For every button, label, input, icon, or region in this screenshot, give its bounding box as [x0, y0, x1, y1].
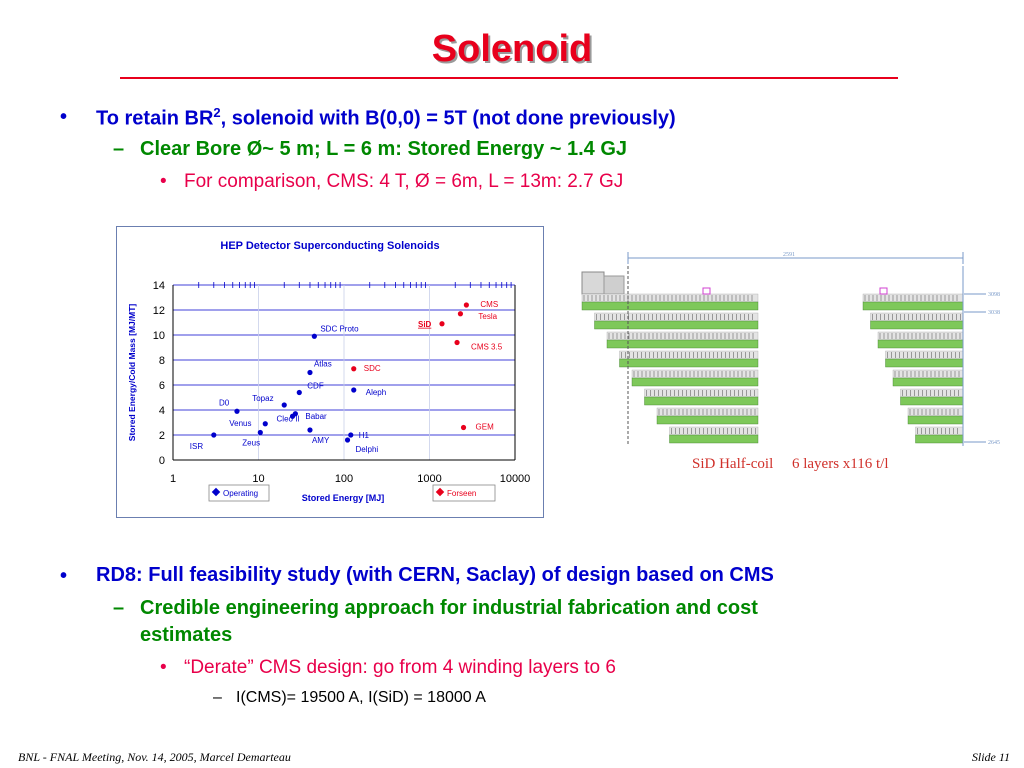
- point-label: Venus: [229, 419, 251, 428]
- bullet-1-sub: Clear Bore Ø~ 5 m; L = 6 m: Stored Energ…: [140, 138, 628, 160]
- solenoid-chart: HEP Detector Superconducting Solenoids 0 2…: [116, 226, 544, 518]
- bullet-marker: •: [160, 171, 167, 192]
- dim-2645: 2645: [988, 440, 1000, 446]
- data-point-cleo-ii: [289, 413, 296, 419]
- bullet-marker: •: [60, 106, 68, 128]
- point-label: Aleph: [366, 388, 386, 397]
- point-label: CDF: [307, 382, 324, 391]
- point-label: Atlas: [314, 360, 332, 369]
- data-point-cms-3.5: [454, 339, 460, 346]
- legend-box: [208, 484, 270, 502]
- data-point-venus: [262, 421, 268, 427]
- y-tick-label: 12: [153, 305, 165, 317]
- data-point-h1: [348, 432, 354, 438]
- point-label: Babar: [305, 412, 327, 421]
- chart-svg: HEP Detector Superconducting Solenoids 0 2…: [127, 240, 531, 503]
- legend-label: Forseen: [447, 489, 476, 498]
- chart-title: HEP Detector Superconducting Solenoids: [220, 240, 439, 252]
- dash-marker: –: [113, 138, 125, 160]
- y-tick-label: 10: [153, 330, 165, 342]
- data-point-tesla: [457, 311, 464, 317]
- x-tick-label: 100: [335, 473, 353, 485]
- point-label: CMS: [480, 300, 498, 309]
- bullet-marker: •: [60, 565, 68, 587]
- footer-left: BNL - FNAL Meeting, Nov. 14, 2005, Marce…: [18, 750, 291, 764]
- point-label: ISR: [190, 442, 204, 451]
- legend-label: Operating: [223, 489, 258, 498]
- point-label: Delphi: [356, 445, 379, 454]
- data-point-d0: [234, 408, 240, 414]
- x-tick-label: 10000: [500, 473, 531, 485]
- data-point-sdc-proto: [311, 333, 317, 339]
- x-tick-label: 1: [170, 473, 176, 485]
- data-point-sdc: [351, 366, 357, 372]
- dash-marker: –: [213, 689, 222, 706]
- data-point-atlas: [307, 369, 313, 376]
- dim-3098: 3098: [988, 292, 1000, 298]
- point-label: Zeus: [242, 439, 260, 448]
- y-tick-label: 8: [159, 355, 165, 367]
- bullet-marker: •: [160, 657, 167, 678]
- data-point-sid: [439, 321, 445, 327]
- data-point-aleph: [351, 387, 357, 393]
- y-tick-label: 0: [159, 455, 165, 467]
- left-coil-block: [581, 293, 759, 444]
- bullet-2-subsub: “Derate” CMS design: go from 4 winding l…: [184, 657, 616, 678]
- data-point-gem: [460, 424, 467, 431]
- bullet-2: RD8: Full feasibility study (with CERN, …: [96, 564, 774, 586]
- dash-marker: –: [113, 597, 125, 619]
- x-tick-label: 10: [252, 473, 264, 485]
- bullet-1-subsub: For comparison, CMS: 4 T, Ø = 6m, L = 13…: [184, 171, 624, 192]
- point-label: D0: [219, 398, 230, 407]
- point-label: Topaz: [252, 394, 273, 403]
- data-point-topaz: [281, 402, 287, 408]
- point-label: GEM: [476, 423, 495, 432]
- y-axis-label: Stored Energy/Cold Mass [MJ/MT]: [127, 304, 137, 442]
- right-coil-block: [862, 293, 964, 444]
- y-tick-label: 4: [159, 405, 165, 417]
- legend-marker: [435, 487, 445, 497]
- slide-title: Solenoid: [431, 28, 593, 70]
- point-label: Tesla: [478, 312, 497, 321]
- bullet-2-sub-line1: Credible engineering approach for indust…: [140, 597, 758, 619]
- top-dimension: 2591: [783, 252, 795, 258]
- sid-half-coil-drawing: 2591 3098 3038 2645 SiD Half-coil 6 laye…: [581, 252, 1000, 472]
- point-label: CMS 3.5: [471, 343, 503, 352]
- data-point-cdf: [296, 389, 302, 396]
- dim-3038: 3038: [988, 310, 1000, 316]
- point-label: SiD: [418, 320, 432, 329]
- x-tick-label: 1000: [417, 473, 441, 485]
- bullet-2-sub-line2: estimates: [140, 624, 233, 646]
- point-label: H1: [359, 431, 370, 440]
- point-label: Cleo II: [277, 414, 300, 423]
- y-tick-label: 2: [159, 430, 165, 442]
- data-point-amy: [307, 427, 313, 433]
- legend-marker: [211, 487, 221, 497]
- data-point-zeus: [257, 429, 263, 436]
- y-tick-label: 14: [153, 280, 165, 292]
- title-underline: [120, 77, 898, 79]
- point-label: AMY: [312, 436, 330, 445]
- point-label: SDC: [364, 364, 381, 373]
- point-label: SDC Proto: [320, 324, 359, 333]
- bullet-1: To retain BR2, solenoid with B(0,0) = 5T…: [96, 105, 676, 130]
- y-tick-label: 6: [159, 380, 165, 392]
- data-point-isr: [211, 432, 217, 438]
- x-axis-label: Stored Energy [MJ]: [302, 493, 385, 503]
- data-point-delphi: [344, 437, 351, 443]
- legend-box: [432, 484, 496, 502]
- figure-caption: SiD Half-coil 6 layers x116 t/l: [692, 456, 889, 472]
- bullet-2-subsubsub: I(CMS)= 19500 A, I(SiD) = 18000 A: [236, 689, 486, 706]
- footer-right: Slide 11: [971, 750, 1010, 764]
- data-point-cms: [463, 302, 469, 308]
